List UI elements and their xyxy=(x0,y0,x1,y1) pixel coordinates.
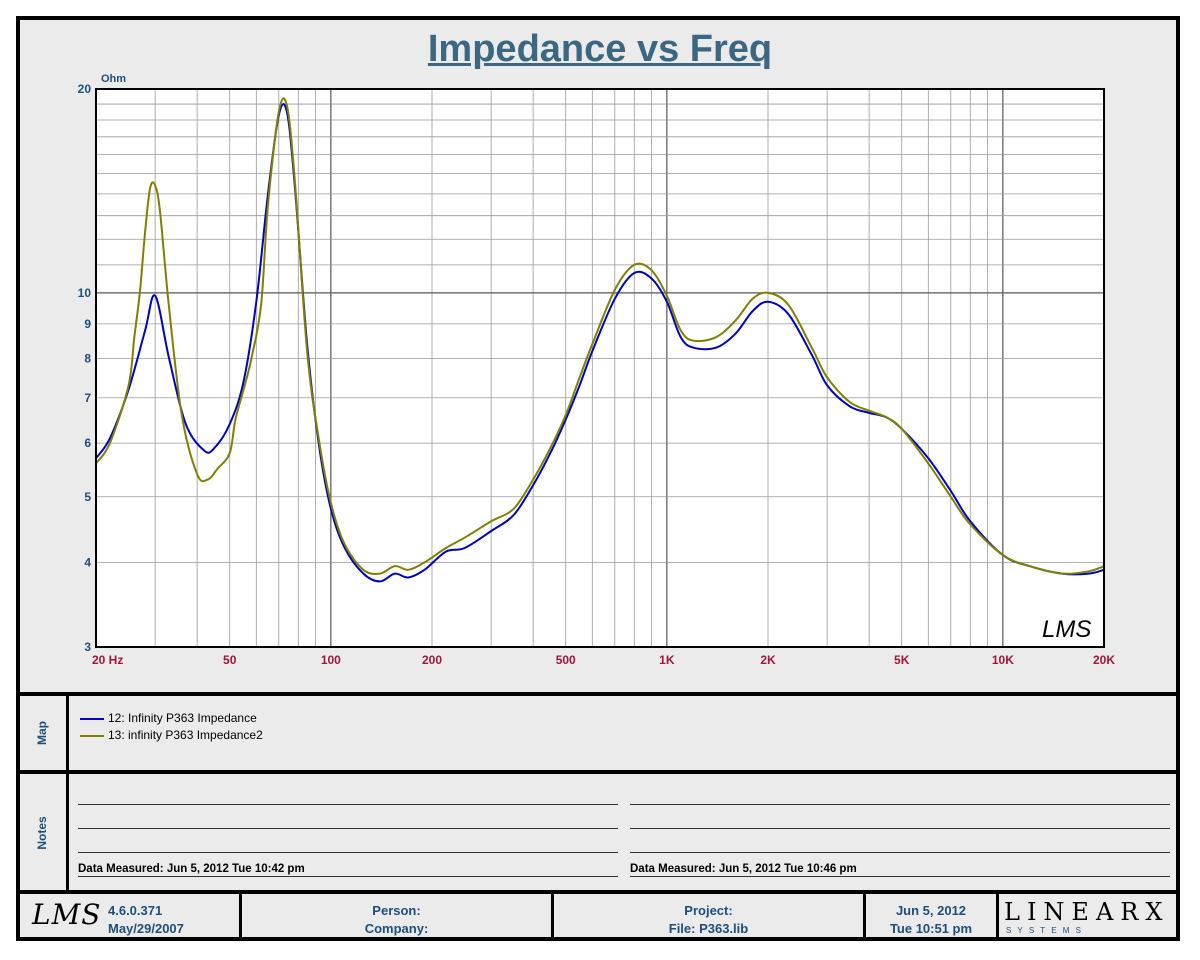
y-axis-unit: Ohm xyxy=(101,73,126,85)
footer-divider xyxy=(239,892,242,939)
note-line xyxy=(78,828,618,829)
y-tick-label: 8 xyxy=(84,352,91,366)
measured-right: Data Measured: Jun 5, 2012 Tue 10:46 pm xyxy=(630,863,857,875)
linearx-logo: LINEARX xyxy=(1004,898,1170,926)
plot-area xyxy=(96,89,1104,647)
y-tick-labels: 3 4 5 6 7 8 9 10 20 xyxy=(78,82,92,654)
y-tick-label: 10 xyxy=(78,286,92,300)
chart-title: Impedance vs Freq xyxy=(427,28,773,70)
x-tick-label: 1K xyxy=(659,653,675,667)
impedance-chart: 3 4 5 6 7 8 9 10 20 20 Hz 50 100 200 500 1K 2K 5K 10K 20K… xyxy=(78,73,1116,667)
report-time: Tue 10:51 pm xyxy=(889,921,973,936)
legend-entry: 12: Infinity P363 Impedance xyxy=(80,711,257,725)
x-tick-label: 20K xyxy=(1093,653,1115,667)
y-tick-label: 7 xyxy=(84,391,91,405)
x-tick-label: 100 xyxy=(321,653,341,667)
report-date: Jun 5, 2012 xyxy=(895,903,967,918)
series-group xyxy=(95,97,1105,583)
note-line xyxy=(630,852,1170,853)
person-label: Person: xyxy=(372,903,421,918)
map-label: Map xyxy=(35,721,49,745)
y-tick-label: 6 xyxy=(84,436,91,450)
lms-logo: LMS xyxy=(32,898,102,931)
note-line xyxy=(78,876,618,877)
version: 4.6.0.371 xyxy=(108,903,163,918)
note-line xyxy=(630,876,1170,877)
y-tick-label: 4 xyxy=(84,555,91,569)
legend-text: 13: infinity P363 Impedance2 xyxy=(108,728,263,742)
series-line-13 xyxy=(95,97,1105,575)
divider xyxy=(16,890,1180,894)
x-tick-label: 10K xyxy=(992,653,1014,667)
note-line xyxy=(78,804,618,805)
company-label: Company: xyxy=(364,921,429,936)
x-tick-labels: 20 Hz 50 100 200 500 1K 2K 5K 10K 20K xyxy=(92,653,1115,667)
measured-left: Data Measured: Jun 5, 2012 Tue 10:42 pm xyxy=(78,863,305,875)
legend-swatch-blue xyxy=(80,717,104,720)
x-tick-label: 2K xyxy=(760,653,776,667)
note-line xyxy=(630,828,1170,829)
x-tick-label: 500 xyxy=(556,653,576,667)
y-tick-label: 9 xyxy=(84,317,91,331)
version-date: May/29/2007 xyxy=(108,921,184,936)
note-line xyxy=(78,852,618,853)
file-label: File: P363.lib xyxy=(668,921,749,936)
project-label: Project: xyxy=(684,903,733,918)
plot-border xyxy=(95,88,1105,648)
y-tick-label: 5 xyxy=(84,490,91,504)
x-tick-label: 200 xyxy=(422,653,442,667)
x-tick-label: 5K xyxy=(894,653,910,667)
divider xyxy=(16,770,1180,774)
divider xyxy=(16,692,1180,696)
footer-divider xyxy=(996,892,999,939)
note-line xyxy=(630,804,1170,805)
y-tick-label: 3 xyxy=(84,640,91,654)
series-line-12 xyxy=(95,103,1105,583)
linearx-sub: S Y S T E M S xyxy=(1006,926,1083,935)
footer-divider xyxy=(551,892,554,939)
x-tick-label: 50 xyxy=(223,653,237,667)
x-tick-label: 20 Hz xyxy=(92,653,123,667)
footer-divider xyxy=(863,892,866,939)
legend-swatch-olive xyxy=(80,734,104,737)
legend-entry: 13: infinity P363 Impedance2 xyxy=(80,728,263,742)
notes-label: Notes xyxy=(35,816,49,850)
section-divider xyxy=(66,694,69,892)
legend-text: 12: Infinity P363 Impedance xyxy=(108,711,257,725)
y-tick-label: 20 xyxy=(78,82,92,96)
lms-watermark: LMS xyxy=(1042,616,1091,643)
